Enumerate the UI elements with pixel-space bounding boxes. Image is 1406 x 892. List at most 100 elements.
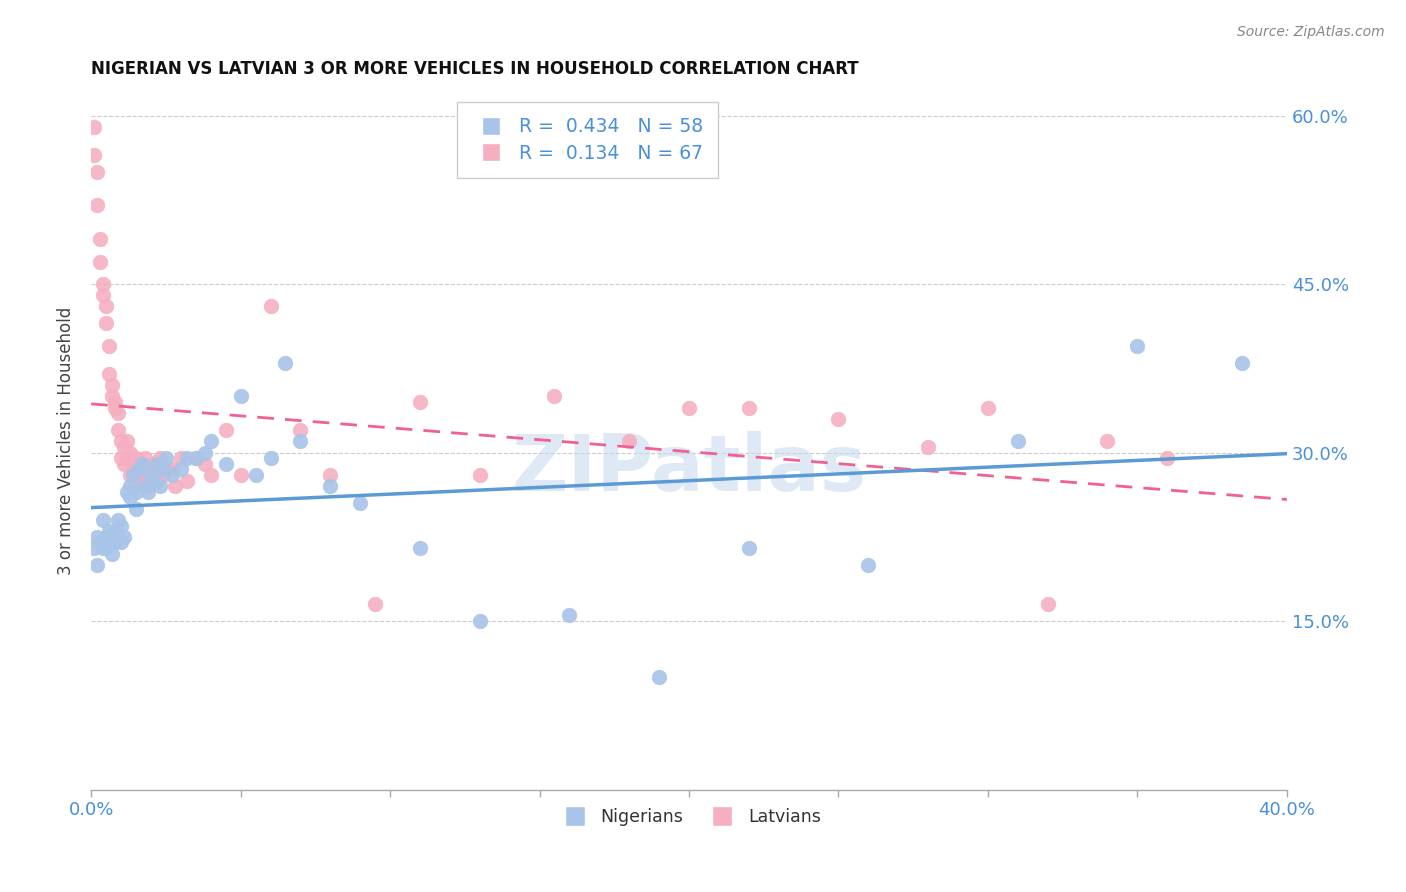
Point <box>917 440 939 454</box>
Point <box>131 468 153 483</box>
Point <box>176 474 198 488</box>
Point <box>619 434 641 449</box>
Point <box>146 457 169 471</box>
Point <box>94 530 117 544</box>
Point <box>977 401 1000 415</box>
Point <box>149 479 172 493</box>
Point <box>89 232 111 246</box>
Point <box>112 530 135 544</box>
Point <box>122 468 145 483</box>
Point <box>91 277 114 291</box>
Point <box>107 530 129 544</box>
Point <box>89 254 111 268</box>
Point <box>290 434 312 449</box>
Point <box>110 451 132 466</box>
Point <box>125 501 148 516</box>
Legend: Nigerians, Latvians: Nigerians, Latvians <box>550 801 828 833</box>
Point <box>200 434 222 449</box>
Point <box>86 558 108 572</box>
Point <box>245 468 267 483</box>
Point <box>136 484 159 499</box>
Point <box>152 468 174 483</box>
Point <box>160 468 183 483</box>
Point <box>110 535 132 549</box>
Point <box>125 479 148 493</box>
Point <box>83 148 105 162</box>
Point <box>170 462 193 476</box>
Point <box>122 462 145 476</box>
Point <box>101 378 124 392</box>
Point <box>98 524 121 538</box>
Point <box>1230 356 1253 370</box>
Text: NIGERIAN VS LATVIAN 3 OR MORE VEHICLES IN HOUSEHOLD CORRELATION CHART: NIGERIAN VS LATVIAN 3 OR MORE VEHICLES I… <box>91 60 859 78</box>
Point <box>110 434 132 449</box>
Point <box>409 395 432 409</box>
Point <box>274 356 297 370</box>
Point <box>101 547 124 561</box>
Point <box>86 198 108 212</box>
Point <box>259 300 281 314</box>
Point <box>468 468 491 483</box>
Point <box>104 535 127 549</box>
Point <box>229 468 252 483</box>
Point <box>409 541 432 555</box>
Point <box>319 479 342 493</box>
Point <box>107 513 129 527</box>
Point <box>142 457 165 471</box>
Point <box>118 468 141 483</box>
Point <box>149 451 172 466</box>
Point <box>107 423 129 437</box>
Point <box>112 440 135 454</box>
Point <box>104 401 127 415</box>
Point <box>125 484 148 499</box>
Point <box>858 558 880 572</box>
Point <box>558 608 581 623</box>
Point <box>128 457 150 471</box>
Point <box>118 491 141 505</box>
Point <box>152 462 174 476</box>
Point <box>104 524 127 538</box>
Point <box>139 468 162 483</box>
Point <box>1097 434 1119 449</box>
Point <box>194 445 217 459</box>
Point <box>115 451 138 466</box>
Point <box>112 457 135 471</box>
Point <box>176 451 198 466</box>
Point <box>1156 451 1178 466</box>
Point <box>215 423 238 437</box>
Point <box>83 541 105 555</box>
Point <box>125 451 148 466</box>
Point <box>290 423 312 437</box>
Point <box>131 457 153 471</box>
Point <box>86 530 108 544</box>
Point <box>94 541 117 555</box>
Point <box>83 120 105 134</box>
Point <box>215 457 238 471</box>
Point <box>89 535 111 549</box>
Point <box>319 468 342 483</box>
Point <box>184 451 207 466</box>
Point <box>115 434 138 449</box>
Text: ZIPatlas: ZIPatlas <box>512 431 866 508</box>
Point <box>94 316 117 330</box>
Point <box>142 474 165 488</box>
Point <box>107 406 129 420</box>
Point <box>827 412 849 426</box>
Point <box>468 614 491 628</box>
Point <box>101 530 124 544</box>
Y-axis label: 3 or more Vehicles in Household: 3 or more Vehicles in Household <box>58 307 75 575</box>
Point <box>155 451 177 466</box>
Point <box>134 451 156 466</box>
Point <box>104 395 127 409</box>
Point <box>98 339 121 353</box>
Point <box>170 451 193 466</box>
Point <box>200 468 222 483</box>
Point <box>101 389 124 403</box>
Point <box>94 300 117 314</box>
Point <box>134 479 156 493</box>
Point <box>1007 434 1029 449</box>
Point <box>118 445 141 459</box>
Point <box>91 288 114 302</box>
Point <box>648 670 671 684</box>
Point <box>136 479 159 493</box>
